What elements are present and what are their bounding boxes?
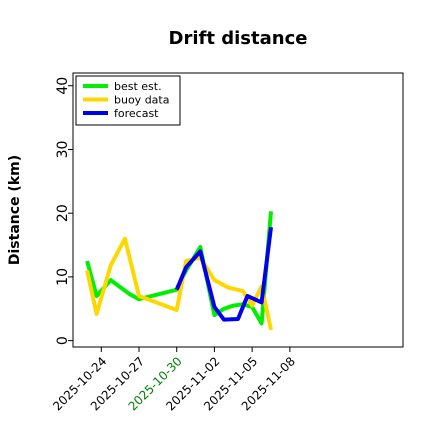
series-line-forecast bbox=[174, 226, 273, 322]
legend-label: best est. bbox=[114, 80, 162, 93]
y-axis-label: Distance (km) bbox=[7, 155, 23, 265]
series-line-best-est- bbox=[85, 211, 273, 326]
plot-area bbox=[72, 72, 404, 348]
axes: 0102030402025-10-242025-10-272025-10-302… bbox=[50, 77, 298, 414]
chart-title: Drift distance bbox=[169, 28, 308, 49]
y-tick-label: 20 bbox=[55, 204, 71, 222]
series-layer bbox=[85, 211, 273, 331]
y-tick-label: 40 bbox=[55, 77, 71, 95]
y-tick-label: 30 bbox=[55, 141, 71, 159]
legend-label: buoy data bbox=[114, 94, 169, 107]
y-tick-label: 10 bbox=[55, 268, 71, 286]
y-tick-label: 0 bbox=[55, 336, 71, 345]
legend-label: forecast bbox=[114, 107, 159, 120]
